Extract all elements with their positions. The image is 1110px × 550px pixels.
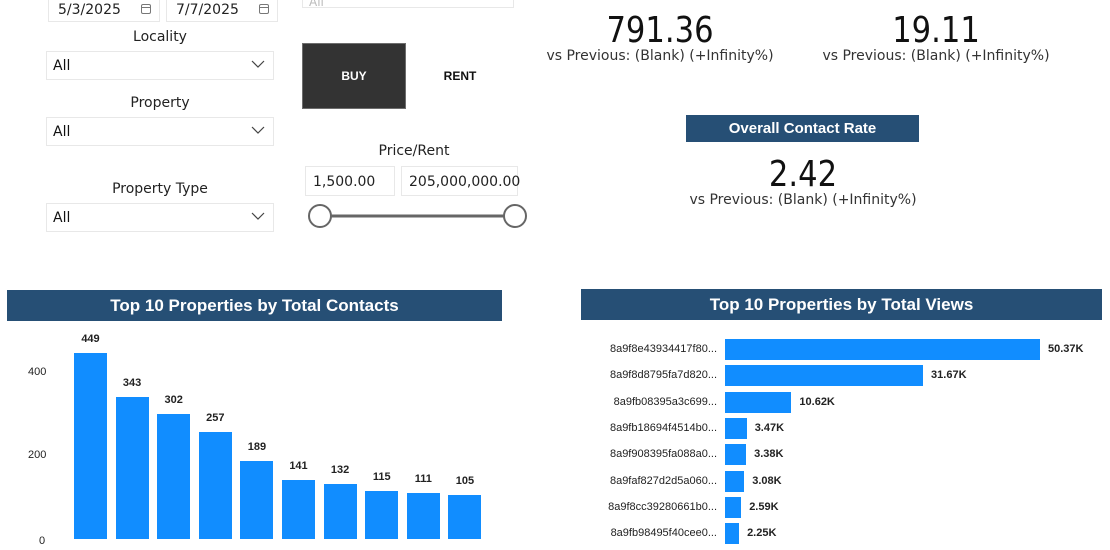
property-dropdown[interactable]: All bbox=[46, 117, 274, 146]
bar-data-label: 3.08K bbox=[752, 474, 782, 487]
y-tick-label: 400 bbox=[28, 366, 47, 378]
calendar-icon[interactable] bbox=[141, 4, 151, 14]
bar-data-label: 449 bbox=[81, 332, 100, 345]
bar[interactable] bbox=[725, 417, 747, 439]
bar-data-label: 3.47K bbox=[754, 421, 785, 434]
bar[interactable] bbox=[448, 495, 482, 539]
bar-data-label: 50.37K bbox=[1048, 343, 1084, 355]
bar-data-label: 302 bbox=[164, 393, 183, 406]
contacts-bar-chart: 0 200 400 449 343 302 257 189 141 132 115 111 105 bbox=[0, 321, 520, 550]
category-label: 8a9f908395fa088a0... bbox=[609, 448, 717, 461]
bar[interactable] bbox=[725, 523, 740, 545]
bar-data-label: 343 bbox=[122, 376, 142, 389]
kpi-3-value: 2.42 bbox=[768, 154, 838, 195]
bar-data-label: 141 bbox=[289, 460, 308, 473]
bar[interactable] bbox=[157, 413, 191, 539]
views-bar-chart: 8a9f8e43934417f80... 50.37K 8a9f8d8795fa7d… bbox=[580, 321, 1110, 550]
date-end-input[interactable]: 7/7/2025 bbox=[166, 0, 278, 22]
bar[interactable] bbox=[725, 444, 747, 466]
top-dropdown-value: All bbox=[309, 0, 324, 8]
bar-data-label: 10.62K bbox=[799, 395, 835, 408]
bar[interactable] bbox=[198, 432, 232, 539]
kpi-2-value: 19.11 bbox=[892, 10, 980, 51]
bar[interactable] bbox=[725, 470, 745, 492]
property-label: Property bbox=[130, 95, 190, 111]
bar-data-label: 115 bbox=[372, 471, 391, 484]
slider-min-handle bbox=[308, 204, 332, 228]
locality-dropdown[interactable]: All bbox=[46, 51, 274, 80]
bar-data-label: 111 bbox=[414, 472, 432, 485]
property-value: All bbox=[53, 124, 71, 140]
locality-value: All bbox=[53, 58, 71, 74]
bar-data-label: 2.25K bbox=[747, 527, 777, 540]
property-type-value: All bbox=[53, 210, 71, 226]
kpi-2-comparison: vs Previous: (Blank) (+Infinity%) bbox=[822, 48, 1050, 64]
y-tick-label: 0 bbox=[39, 535, 46, 547]
category-label: 8a9fb18694f4514b0... bbox=[609, 421, 717, 434]
category-label: 8a9fb98495f40cee0... bbox=[610, 527, 717, 540]
bar-data-label: 189 bbox=[247, 440, 267, 453]
bar[interactable] bbox=[323, 484, 357, 539]
chevron-down-icon bbox=[251, 60, 265, 68]
bar-data-label: 105 bbox=[455, 475, 475, 488]
category-label: 8a9fb08395a3c699... bbox=[613, 395, 717, 408]
bar[interactable] bbox=[725, 496, 742, 518]
price-range-slider[interactable] bbox=[305, 202, 530, 232]
kpi-1-value: 791.36 bbox=[606, 10, 714, 51]
chevron-down-icon bbox=[251, 126, 265, 134]
category-label: 8a9f8cc39280661b0... bbox=[608, 500, 717, 513]
bar[interactable] bbox=[725, 391, 792, 413]
kpi-1-comparison: vs Previous: (Blank) (+Infinity%) bbox=[546, 48, 774, 64]
bar-data-label: 132 bbox=[330, 464, 350, 477]
bar[interactable] bbox=[406, 492, 440, 539]
bar[interactable] bbox=[115, 396, 149, 539]
bar[interactable] bbox=[365, 491, 399, 539]
calendar-icon[interactable] bbox=[259, 4, 269, 14]
category-label: 8a9f8d8795fa7d820... bbox=[609, 369, 717, 382]
contacts-chart-title: Top 10 Properties by Total Contacts bbox=[7, 290, 502, 321]
price-max-value: 205,000,000.00 bbox=[409, 174, 521, 190]
bar[interactable] bbox=[725, 339, 1040, 360]
slider-max-handle bbox=[503, 204, 527, 228]
top-dropdown[interactable]: All bbox=[302, 0, 514, 8]
date-start-input[interactable]: 5/3/2025 bbox=[48, 0, 160, 22]
category-label: 8a9f8e43934417f80... bbox=[609, 343, 717, 355]
date-start-text: 5/3/2025 bbox=[58, 2, 121, 18]
property-type-dropdown[interactable]: All bbox=[46, 203, 274, 232]
kpi-3-comparison: vs Previous: (Blank) (+Infinity%) bbox=[689, 192, 917, 208]
bar[interactable] bbox=[240, 460, 274, 539]
price-min-input[interactable]: 1,500.00 bbox=[305, 166, 395, 196]
bar-data-label: 2.59K bbox=[749, 500, 779, 513]
price-max-input[interactable]: 205,000,000.00 bbox=[401, 166, 521, 196]
locality-label: Locality bbox=[133, 29, 187, 45]
kpi-3-title: Overall Contact Rate bbox=[686, 115, 919, 142]
y-tick-label: 200 bbox=[28, 449, 47, 461]
bar-data-label: 257 bbox=[206, 412, 225, 425]
chevron-down-icon bbox=[251, 212, 265, 220]
price-rent-label: Price/Rent bbox=[378, 143, 450, 159]
bar-data-label: 31.67K bbox=[931, 369, 967, 382]
rent-button[interactable]: RENT bbox=[443, 69, 477, 83]
bar[interactable] bbox=[725, 365, 924, 387]
price-min-value: 1,500.00 bbox=[313, 174, 376, 190]
buy-button[interactable]: BUY bbox=[302, 43, 406, 109]
property-type-label: Property Type bbox=[112, 181, 208, 197]
bar-data-label: 3.38K bbox=[754, 448, 784, 461]
bar[interactable] bbox=[74, 352, 107, 539]
views-chart-title: Top 10 Properties by Total Views bbox=[581, 289, 1102, 320]
date-end-text: 7/7/2025 bbox=[176, 2, 239, 18]
bar[interactable] bbox=[282, 480, 315, 539]
category-label: 8a9faf827d2d5a060... bbox=[609, 474, 717, 487]
